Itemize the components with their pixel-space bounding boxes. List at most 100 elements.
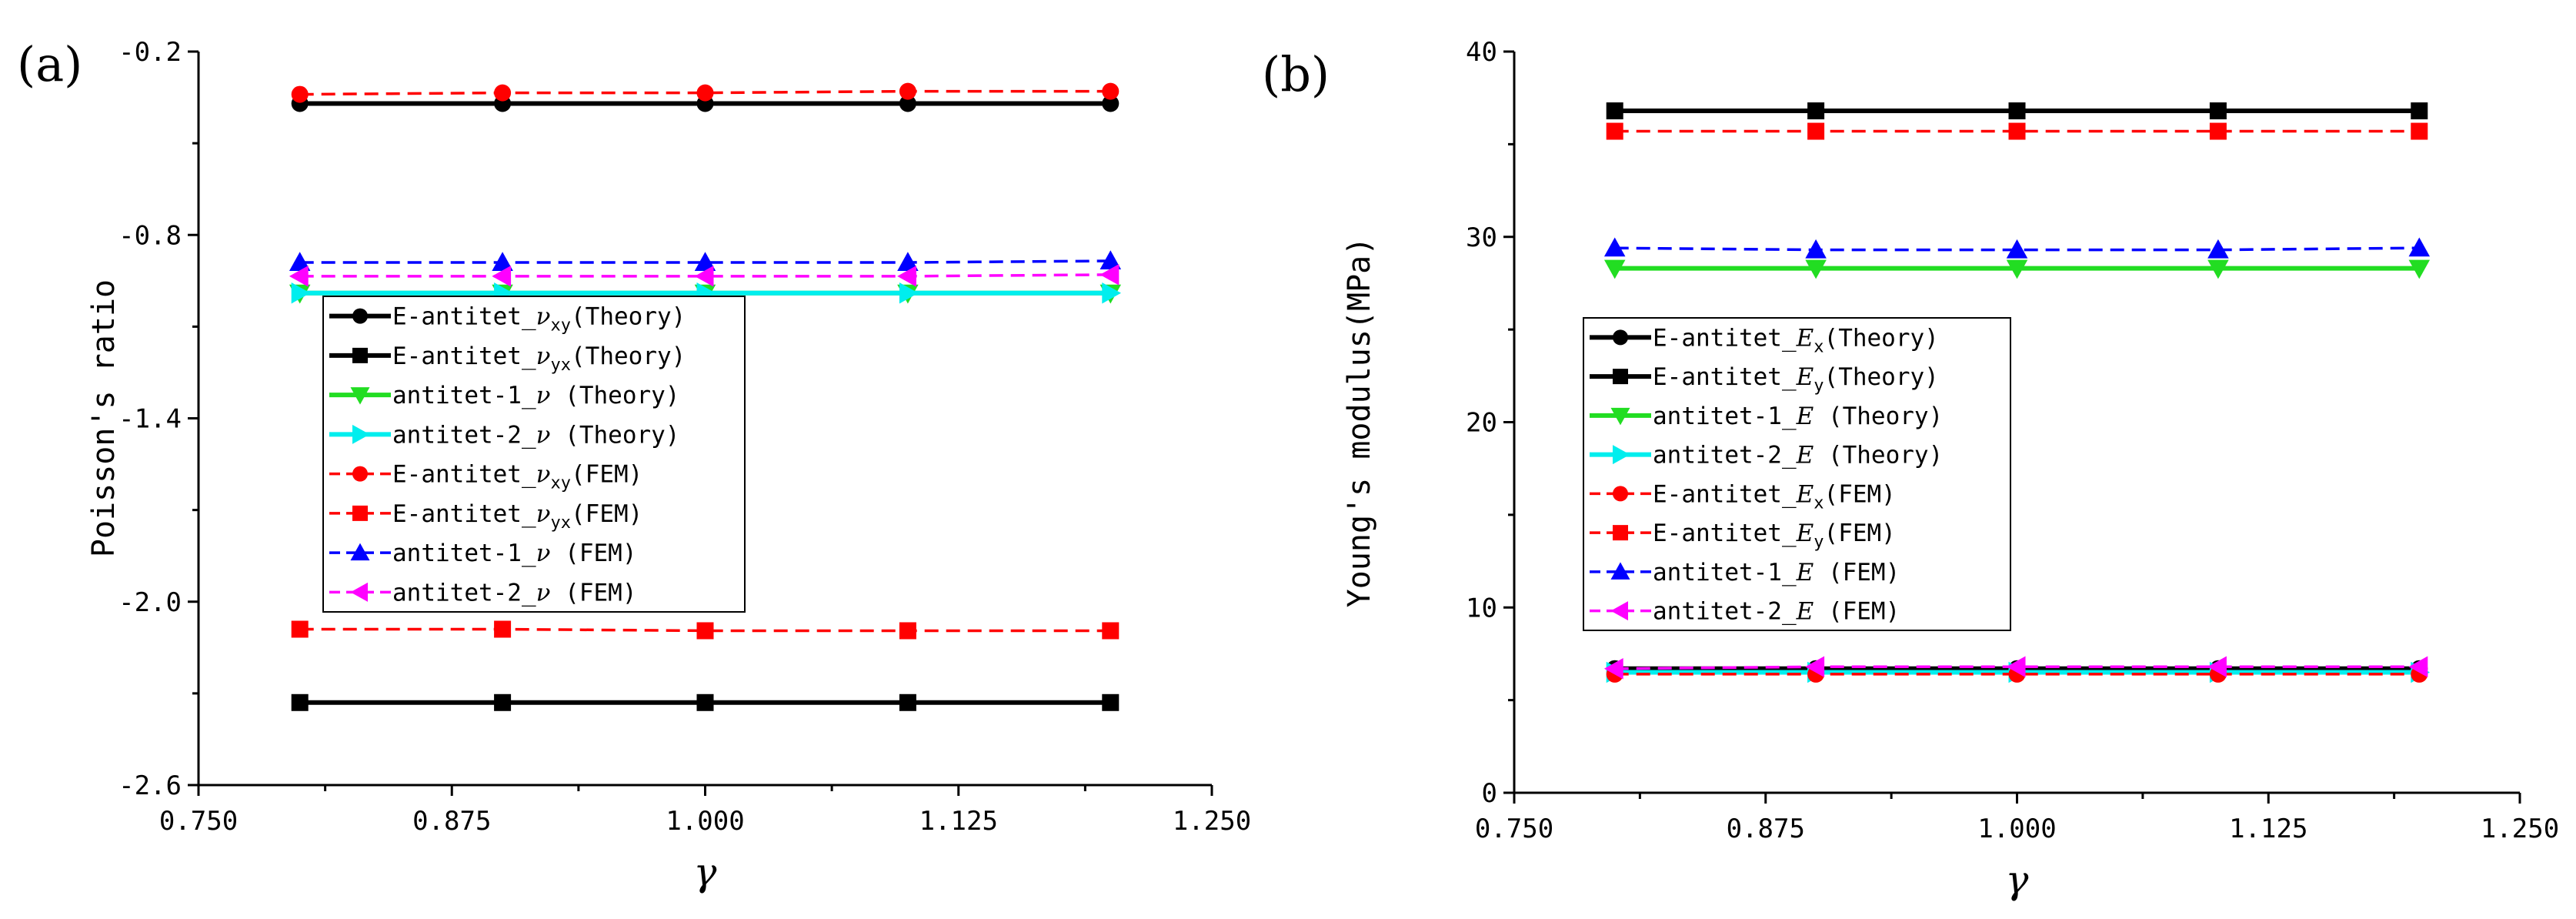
series-line — [299, 89, 1111, 96]
x-tick-label: 1.250 — [2481, 814, 2559, 844]
legend-label: antitet-1_ν (Theory) — [392, 382, 679, 409]
legend: E-antitet_Ex(Theory) E-antitet_Ey(Theory)… — [1583, 317, 2011, 631]
legend-label: antitet-2_E (FEM) — [1653, 598, 1900, 626]
legend-item: E-antitet_νyx(Theory) — [329, 343, 686, 375]
legend-label: E-antitet_Ey(Theory) — [1653, 363, 1939, 396]
data-point — [2006, 656, 2026, 678]
data-point — [492, 252, 513, 271]
legend-label: antitet-1_E (Theory) — [1653, 403, 1943, 430]
legend-label: antitet-2_E (Theory) — [1653, 442, 1943, 470]
legend-label: E-antitet_νyx(FEM) — [392, 500, 642, 533]
data-point — [1099, 250, 1122, 270]
panel-label: (b) — [1262, 46, 1330, 102]
y-tick-label: -1.4 — [118, 404, 182, 435]
data-point — [899, 95, 916, 112]
legend-marker — [1610, 601, 1628, 621]
legend-box — [322, 296, 746, 613]
y-tick-label: 10 — [1466, 593, 1497, 623]
y-tick-label: -2.6 — [118, 770, 182, 801]
data-point — [2207, 656, 2227, 678]
data-point — [696, 693, 714, 711]
data-point — [696, 622, 714, 640]
legend-marker — [1613, 329, 1628, 346]
data-point — [1102, 693, 1119, 711]
data-point — [494, 620, 512, 638]
legend-marker — [1613, 525, 1628, 541]
x-tick-label: 0.875 — [412, 806, 491, 837]
x-tick-label: 0.750 — [1475, 814, 1553, 844]
data-point — [2411, 122, 2428, 140]
data-point — [1603, 657, 1623, 680]
series-7 — [289, 250, 1122, 271]
series-line — [299, 259, 1111, 264]
data-point — [897, 266, 916, 287]
legend-marker — [352, 466, 368, 482]
series-line — [1614, 665, 2420, 670]
data-point — [291, 282, 311, 304]
series-6 — [1606, 122, 2428, 140]
legend-marker — [1613, 445, 1630, 465]
legend-label: antitet-2_ν (Theory) — [392, 421, 679, 449]
legend-marker — [350, 387, 370, 405]
data-point — [1805, 239, 1827, 259]
legend-marker — [352, 424, 370, 444]
data-point — [2209, 102, 2227, 120]
x-tick-label: 1.250 — [1173, 806, 1251, 837]
y-tick-label: -0.2 — [118, 37, 182, 68]
data-point — [696, 84, 714, 102]
legend-box — [1583, 317, 2011, 631]
data-point — [291, 620, 309, 638]
data-point — [2408, 259, 2431, 279]
legend-marker — [352, 308, 368, 324]
data-point — [2408, 237, 2431, 257]
legend-marker — [352, 347, 368, 363]
data-point — [1606, 102, 1623, 120]
data-point — [1099, 264, 1119, 286]
data-point — [899, 82, 916, 100]
data-point — [1102, 95, 1119, 112]
legend-item: antitet-2_ν (FEM) — [329, 579, 636, 607]
y-tick-label: -2.0 — [118, 587, 182, 618]
legend-marker — [350, 543, 370, 561]
series-2 — [291, 693, 1119, 711]
series-5 — [291, 82, 1119, 103]
x-tick-label: 0.875 — [1727, 814, 1805, 844]
x-axis-title: γ — [2006, 857, 2029, 902]
y-axis-title: Poisson's ratio — [86, 279, 122, 557]
data-point — [1807, 102, 1825, 120]
legend-item: antitet-1_E (Theory) — [1590, 403, 1943, 430]
y-tick-label: 30 — [1466, 222, 1497, 253]
y-tick-label: 40 — [1466, 37, 1497, 68]
legend: E-antitet_νxy(Theory) E-antitet_νyx(Theor… — [322, 296, 746, 613]
series-8 — [289, 264, 1119, 287]
data-point — [899, 693, 916, 711]
x-axis-title: γ — [694, 850, 717, 894]
data-point — [492, 266, 512, 287]
data-point — [494, 693, 512, 711]
data-point — [1102, 282, 1122, 304]
legend-label: E-antitet_Ex(Theory) — [1653, 324, 1939, 356]
legend-item: antitet-1_E (FEM) — [1590, 559, 1900, 586]
data-point — [1805, 259, 1827, 279]
data-point — [1606, 122, 1623, 140]
panel-label: (a) — [17, 36, 82, 92]
legend-label: antitet-1_E (FEM) — [1653, 559, 1900, 586]
legend-item: antitet-2_E (FEM) — [1590, 598, 1900, 626]
legend-item: E-antitet_νyx(FEM) — [329, 500, 642, 533]
x-tick-label: 1.000 — [666, 806, 744, 837]
data-point — [2006, 259, 2028, 279]
data-point — [899, 622, 916, 640]
series-8 — [1603, 656, 2428, 680]
x-tick-label: 1.000 — [1977, 814, 2056, 844]
legend-marker — [350, 582, 368, 602]
data-point — [1603, 237, 1626, 257]
data-point — [2207, 239, 2229, 259]
data-point — [2006, 239, 2028, 259]
legend-item: E-antitet_Ey(Theory) — [1590, 363, 1939, 396]
legend-item: antitet-1_ν (FEM) — [329, 540, 636, 567]
series-line — [299, 627, 1111, 633]
legend-marker — [1610, 407, 1630, 426]
data-point — [2008, 102, 2026, 120]
series-line — [1614, 246, 2420, 252]
